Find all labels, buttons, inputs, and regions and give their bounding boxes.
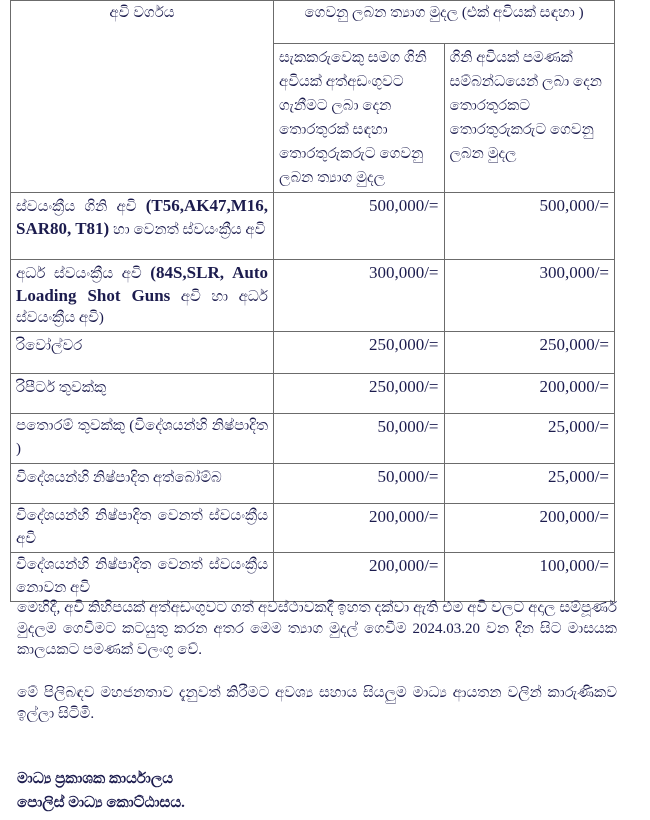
header-weapon-type: අවි වර්ගය xyxy=(10,0,274,193)
weapon-name: විදේශයන්හි නිෂ්පාදිත වෙනත් ස්වයංක්‍රීය න… xyxy=(10,552,274,602)
amount-weapon-only: 200,000/= xyxy=(443,503,615,553)
weapon-name-text: විදේශයන්හි නිෂ්පාදිත වෙනත් ස්වයංක්‍රීය න… xyxy=(16,557,268,596)
amount-weapon-only: 25,000/= xyxy=(443,413,615,464)
weapon-name: විදේශයන්හි නිෂ්පාදිත අත්බෝම්බ xyxy=(10,463,274,504)
table-row: ස්වයංක්‍රීය ගිනි අවි (T56,AK47,M16, SAR8… xyxy=(10,192,615,260)
table-row: විදේශයන්හි නිෂ්පාදිත වෙනත් ස්වයංක්‍රීය න… xyxy=(10,552,615,602)
table-row: රිපීටර් තුවක්කු 250,000/= 200,000/= xyxy=(10,373,615,414)
weapon-name-text: රිවෝල්වර xyxy=(16,338,83,354)
weapon-name: විදේශයන්හි නිෂ්පාදිත වෙනත් ස්වයංක්‍රීය අ… xyxy=(10,503,274,553)
reward-table: අවි වර්ගය ගෙවනු ලබන ත්‍යාග මුදල (එක් අවි… xyxy=(10,0,615,602)
amount-with-suspect: 250,000/= xyxy=(273,331,445,374)
amount-with-suspect: 50,000/= xyxy=(273,413,445,464)
weapon-name: රිපීටර් තුවක්කු xyxy=(10,373,274,414)
signature-division: පොලිස් මාධ්‍ය කොට්ඨාසය. xyxy=(17,795,185,811)
weapon-models: (T56,AK47,M16, SAR80, T81) xyxy=(16,196,268,238)
weapon-name: ස්වයංක්‍රීය ගිනි අවි (T56,AK47,M16, SAR8… xyxy=(10,192,274,260)
table-row: පතොරම් තුවක්කු (විදේශයන්හි නිෂ්පාදිත ) 5… xyxy=(10,413,615,464)
table-row: රිවෝල්වර 250,000/= 250,000/= xyxy=(10,331,615,374)
amount-weapon-only: 300,000/= xyxy=(443,259,615,332)
amount-with-suspect: 50,000/= xyxy=(273,463,445,504)
notice-paragraph: මෙහිදී, අවි කිහිපයක් අත්අඩංගුවට ගත් අවස්… xyxy=(17,600,617,658)
weapon-name-suffix: හා වෙනත් ස්වයංක්‍රීය අවි xyxy=(109,222,266,238)
signature-office: මාධ්‍ය ප්‍රකාශක කාර්යාලය xyxy=(17,771,174,787)
table-row: විදේශයන්හි නිෂ්පාදිත වෙනත් ස්වයංක්‍රීය අ… xyxy=(10,503,615,553)
weapon-name-text: විදේශයන්හි නිෂ්පාදිත අත්බෝම්බ xyxy=(16,470,222,486)
header-with-suspect: සැකකරුවෙකු සමග ගිනි අවියක් අත්අඩංගුවට ගැ… xyxy=(273,43,445,193)
table-row: විදේශයන්හි නිෂ්පාදිත අත්බෝම්බ 50,000/= 2… xyxy=(10,463,615,504)
amount-with-suspect: 200,000/= xyxy=(273,552,445,602)
weapon-name-text: රිපීටර් තුවක්කු xyxy=(16,380,107,396)
weapon-name-text: පතොරම් තුවක්කු (විදේශයන්හි නිෂ්පාදිත ) xyxy=(16,418,268,457)
amount-with-suspect: 250,000/= xyxy=(273,373,445,414)
amount-weapon-only: 250,000/= xyxy=(443,331,615,374)
header-weapon-only: ගිනි අවියක් පමණක් සම්බන්ධයෙන් ලබා දෙන තො… xyxy=(443,43,615,193)
weapon-name: රිවෝල්වර xyxy=(10,331,274,374)
weapon-models: (84S,SLR, Auto Loading Shot Guns xyxy=(16,263,269,305)
amount-with-suspect: 200,000/= xyxy=(273,503,445,553)
weapon-name: අර්ධ ස්වයංක්‍රීය අවි (84S,SLR, Auto Load… xyxy=(10,259,274,332)
amount-weapon-only: 25,000/= xyxy=(443,463,615,504)
weapon-name-text: විදේශයන්හි නිෂ්පාදිත වෙනත් ස්වයංක්‍රීය අ… xyxy=(16,508,268,547)
amount-weapon-only: 100,000/= xyxy=(443,552,615,602)
weapon-name-text: ස්වයංක්‍රීය ගිනි අවි xyxy=(16,199,146,215)
weapon-name-suffix: අවි හා අර්ධ ස්වයංක්‍රීය අවි) xyxy=(16,289,268,326)
amount-with-suspect: 300,000/= xyxy=(273,259,445,332)
amount-with-suspect: 500,000/= xyxy=(273,192,445,260)
header-reward: ගෙවනු ලබන ත්‍යාග මුදල (එක් අවියක් සඳහා ) xyxy=(273,0,615,44)
amount-weapon-only: 500,000/= xyxy=(443,192,615,260)
request-paragraph: මේ පිලිබඳව මහජනතාව දැනුවත් කිරීමට අවශ්‍ය… xyxy=(17,685,617,722)
weapon-name: පතොරම් තුවක්කු (විදේශයන්හි නිෂ්පාදිත ) xyxy=(10,413,274,464)
weapon-name-text: අර්ධ ස්වයංක්‍රීය අවි xyxy=(16,266,151,282)
table-row: අර්ධ ස්වයංක්‍රීය අවි (84S,SLR, Auto Load… xyxy=(10,259,615,332)
amount-weapon-only: 200,000/= xyxy=(443,373,615,414)
